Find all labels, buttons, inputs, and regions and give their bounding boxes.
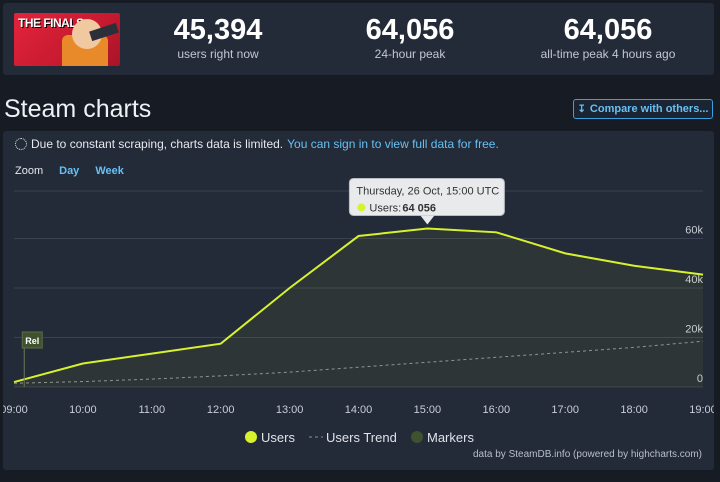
tooltip-swatch xyxy=(357,203,366,212)
tooltip-title: Thursday, 26 Oct, 15:00 UTC xyxy=(356,185,499,197)
y-tick-label: 40k xyxy=(685,274,703,286)
zoom-label: Zoom xyxy=(15,165,44,177)
player-count-chart[interactable]: 0 20k 40k 60k 09:00 10:00 11:00 12:00 13:00 14:00… xyxy=(3,131,714,470)
tooltip-box xyxy=(348,177,505,216)
tooltip-value: 64 056 xyxy=(402,202,436,214)
x-tick-label: 15:00 xyxy=(414,404,442,416)
x-tick-label: 17:00 xyxy=(551,404,579,416)
stat-value: 64,056 xyxy=(563,14,653,46)
stat-label: users right now xyxy=(177,47,259,61)
users-area xyxy=(14,228,703,387)
tooltip-pointer xyxy=(420,215,435,225)
marker-flag xyxy=(21,331,43,349)
tooltip-series-label: Users: xyxy=(369,202,401,214)
y-tick-label: 60k xyxy=(685,225,703,237)
users-trend-line xyxy=(13,340,704,384)
stat-label: 24-hour peak xyxy=(374,47,446,61)
legend-markers-label: Markers xyxy=(427,430,474,445)
sort-numeric-icon: ↧ xyxy=(577,103,586,115)
zoom-week-button[interactable]: Week xyxy=(95,165,124,177)
stat-label: all-time peak 4 hours ago xyxy=(540,47,676,61)
x-tick-label: 14:00 xyxy=(345,404,373,416)
stat-24h-peak: 64,056 24-hour peak xyxy=(345,15,475,61)
y-tick-label: 20k xyxy=(685,324,703,336)
loading-spinner-icon xyxy=(15,138,27,150)
compare-button-label: Compare with others... xyxy=(589,103,709,115)
stats-bar: THE FINALS 45,394 users right now 64,056… xyxy=(3,3,714,75)
x-tick-label: 16:00 xyxy=(483,404,511,416)
chart-credit[interactable]: data by SteamDB.info (powered by highcha… xyxy=(473,449,702,460)
legend-users-label: Users xyxy=(261,430,295,445)
x-tick-label: 13:00 xyxy=(276,404,304,416)
chart-panel: Due to constant scraping, charts data is… xyxy=(3,131,714,470)
game-thumbnail[interactable]: THE FINALS xyxy=(14,13,120,66)
zoom-day-button[interactable]: Day xyxy=(59,165,80,177)
legend-users-swatch xyxy=(245,431,257,443)
x-tick-label: 18:00 xyxy=(620,404,648,416)
stat-current: 45,394 users right now xyxy=(153,15,283,61)
compare-button[interactable]: ↧ Compare with others... xyxy=(573,99,713,119)
legend-markers-swatch xyxy=(411,431,423,443)
stat-all-time-peak: 64,056 all-time peak 4 hours ago xyxy=(523,15,693,61)
legend-trend-label: Users Trend xyxy=(326,430,397,445)
data-limited-notice: Due to constant scraping, charts data is… xyxy=(15,137,499,151)
x-tick-label: 10:00 xyxy=(69,404,97,416)
zoom-controls: Zoom Day Week xyxy=(15,165,124,177)
stat-value: 45,394 xyxy=(173,14,263,46)
x-tick-label: 09:00 xyxy=(3,404,28,416)
x-tick-label: 12:00 xyxy=(207,404,235,416)
page-title: Steam charts xyxy=(4,95,152,123)
game-logo-text: THE FINALS xyxy=(18,16,84,30)
marker-label: Rel xyxy=(25,336,39,346)
notice-text: Due to constant scraping, charts data is… xyxy=(31,137,284,151)
sign-in-link[interactable]: You can sign in to view full data for fr… xyxy=(287,137,499,151)
y-tick-label: 0 xyxy=(697,373,703,385)
stat-value: 64,056 xyxy=(365,14,455,46)
x-tick-label: 19:00 xyxy=(689,404,714,416)
x-tick-label: 11:00 xyxy=(138,404,165,416)
